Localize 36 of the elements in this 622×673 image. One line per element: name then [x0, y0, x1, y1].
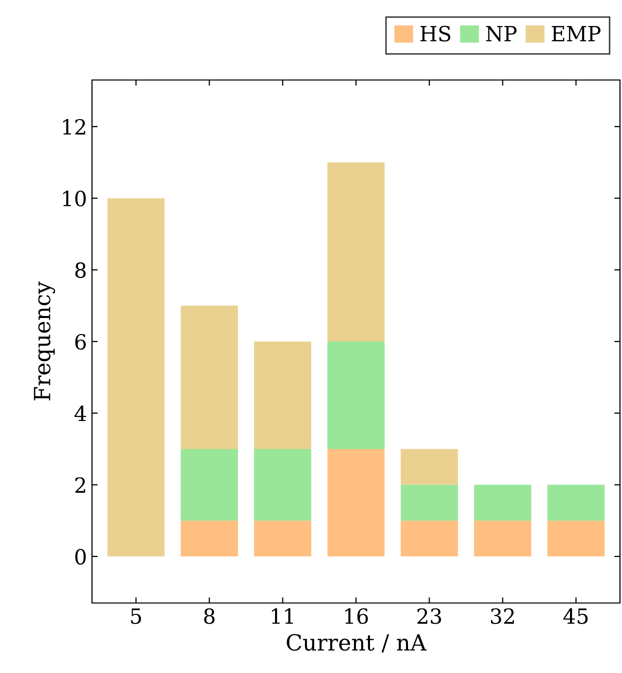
- x-axis-title: Current / nA: [286, 634, 427, 653]
- bar: [327, 162, 385, 342]
- y-tick-label: 8: [75, 262, 86, 278]
- bar: [400, 484, 458, 521]
- y-tick-label: 0: [75, 548, 86, 565]
- x-tick-label: 8: [204, 608, 215, 624]
- bar: [400, 520, 458, 556]
- x-tick-label: 45: [563, 608, 588, 624]
- bar: [474, 520, 532, 556]
- x-tick-label: 16: [345, 608, 368, 624]
- bar: [474, 484, 532, 521]
- y-axis-title: Frequency: [34, 281, 56, 400]
- y-tick-label: 4: [74, 406, 86, 422]
- bar: [107, 198, 165, 556]
- bar: [547, 484, 605, 521]
- bar: [547, 520, 605, 556]
- bar: [180, 448, 238, 521]
- bar: [254, 520, 312, 556]
- bar: [254, 342, 312, 449]
- bar: [180, 520, 238, 556]
- bar: [180, 306, 238, 449]
- x-tick-label: 23: [417, 608, 442, 624]
- legend-label: HS: [420, 26, 450, 42]
- bar: [254, 448, 312, 521]
- legend-label: NP: [486, 26, 517, 42]
- legend-label: EMP: [552, 26, 601, 42]
- y-tick-label: 10: [63, 190, 86, 206]
- y-tick-label: 2: [75, 477, 86, 493]
- x-tick-label: 11: [272, 608, 293, 624]
- bar: [400, 448, 458, 485]
- x-tick-label: 32: [491, 608, 514, 624]
- x-tick-label: 5: [131, 608, 142, 624]
- y-tick-label: 12: [63, 119, 86, 134]
- y-tick-label: 6: [75, 334, 86, 350]
- bar: [327, 448, 385, 556]
- bar: [327, 342, 385, 449]
